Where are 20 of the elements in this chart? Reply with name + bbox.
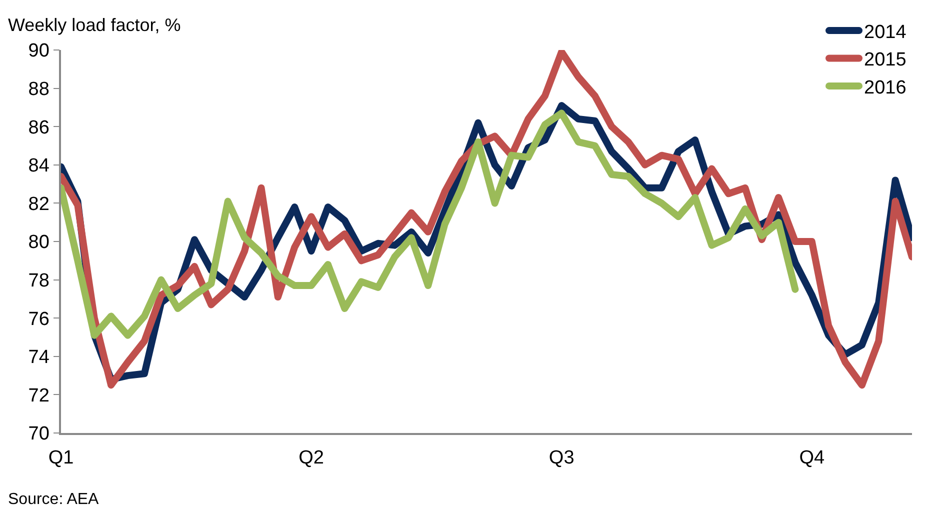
x-tick-label: Q4 [799, 448, 825, 469]
legend-label: 2016 [864, 77, 906, 98]
y-tick-label: 86 [28, 117, 50, 138]
x-tick-label: Q2 [298, 448, 324, 469]
legend-label: 2015 [864, 50, 906, 71]
source-note: Source: AEA [8, 491, 100, 505]
y-tick-label: 82 [28, 194, 50, 215]
y-tick-label: 88 [28, 78, 50, 100]
legend-label: 2014 [864, 22, 907, 43]
y-tick-label: 80 [28, 232, 50, 254]
x-tick-label: Q1 [48, 448, 74, 469]
y-tick-label: 90 [28, 40, 50, 62]
y-axis-title: Weekly load factor, % [8, 15, 181, 35]
y-tick-label: 76 [28, 308, 50, 330]
y-tick-label: 70 [28, 424, 50, 445]
y-tick-label: 78 [28, 270, 50, 292]
y-tick-label: 72 [28, 385, 50, 406]
x-tick-label: Q3 [548, 448, 574, 469]
y-tick-label: 74 [28, 347, 50, 368]
y-tick-label: 84 [28, 156, 50, 177]
